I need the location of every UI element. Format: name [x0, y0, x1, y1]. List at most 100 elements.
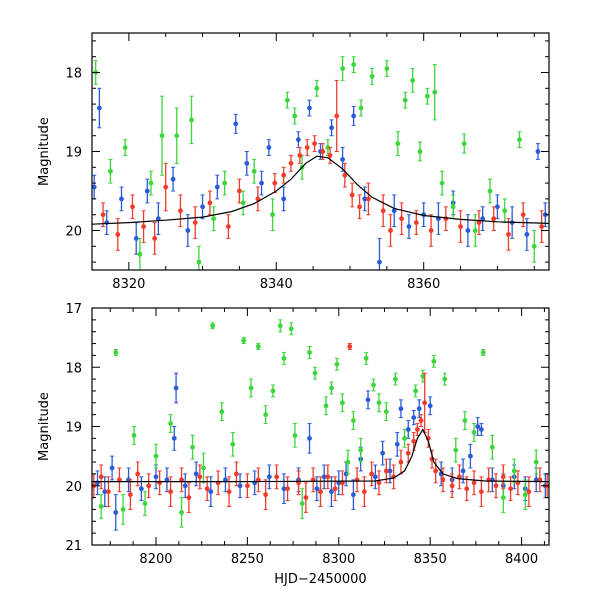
data-point — [340, 56, 346, 81]
data-point — [495, 194, 500, 220]
data-point — [453, 437, 459, 463]
data-point — [153, 443, 159, 469]
y-axis-title: Magnitude — [37, 392, 52, 461]
data-point — [405, 443, 411, 463]
data-point — [266, 464, 272, 490]
data-point — [108, 158, 113, 184]
data-point — [522, 479, 528, 510]
data-point — [159, 95, 165, 176]
data-point — [266, 139, 272, 156]
data-point — [433, 458, 439, 484]
x-tick-label: 8350 — [414, 552, 447, 567]
data-point — [297, 147, 303, 164]
data-point — [349, 182, 355, 208]
data-point — [508, 476, 514, 502]
data-point — [351, 479, 356, 510]
data-point — [478, 423, 484, 436]
data-point — [340, 147, 346, 172]
data-point — [440, 467, 446, 493]
data-point — [332, 476, 338, 502]
series-2 — [100, 79, 545, 255]
data-point — [524, 218, 530, 251]
data-point — [119, 186, 124, 212]
data-point — [334, 357, 340, 371]
data-point — [109, 455, 115, 481]
plot-area — [92, 56, 549, 270]
data-point — [142, 491, 148, 516]
data-point — [478, 476, 484, 507]
data-point — [155, 202, 161, 235]
data-point — [288, 322, 294, 336]
data-point — [462, 411, 468, 430]
x-axis-title: HJD−2450000 — [274, 572, 366, 587]
data-point — [292, 107, 298, 125]
data-point — [371, 378, 376, 392]
data-point — [442, 372, 448, 386]
data-point — [384, 60, 390, 77]
data-point — [428, 214, 434, 247]
data-point — [259, 170, 264, 196]
data-point — [537, 467, 543, 493]
data-point — [369, 461, 375, 487]
data-point — [517, 131, 522, 149]
data-point — [303, 482, 309, 513]
data-point — [357, 194, 362, 220]
data-point — [170, 166, 176, 192]
series-1 — [98, 319, 539, 528]
data-point — [376, 393, 382, 413]
data-point — [168, 414, 174, 433]
x-tick-label: 8360 — [407, 277, 440, 292]
data-point — [395, 131, 401, 156]
data-point — [511, 458, 517, 484]
y-tick-label: 17 — [65, 302, 82, 317]
data-point — [214, 174, 220, 200]
data-point — [365, 390, 371, 410]
data-point — [380, 194, 386, 228]
data-point — [240, 190, 246, 216]
data-point — [281, 351, 287, 365]
x-tick-label: 8340 — [260, 277, 293, 292]
data-point — [361, 476, 367, 507]
data-point — [274, 464, 280, 490]
data-point — [413, 384, 418, 398]
data-point — [163, 162, 169, 212]
data-point — [340, 393, 345, 413]
top-light-curve-panel: 8320 8340 8360 18 19 20 Magnitude — [37, 32, 550, 292]
data-point — [500, 464, 506, 490]
data-point — [312, 366, 318, 380]
data-point — [115, 218, 121, 251]
data-point — [263, 405, 269, 425]
data-point — [285, 476, 290, 502]
data-point — [237, 473, 243, 499]
data-point — [215, 470, 221, 496]
y-tick-label: 21 — [65, 539, 82, 554]
data-point — [304, 139, 310, 156]
data-point — [230, 431, 236, 457]
data-point — [185, 214, 191, 247]
data-point — [531, 230, 537, 263]
y-tick-label: 20 — [65, 480, 82, 495]
data-point — [117, 467, 122, 493]
data-point — [204, 476, 210, 502]
data-point — [263, 479, 269, 510]
data-point — [399, 202, 404, 235]
y-tick-label: 20 — [65, 225, 82, 240]
data-point — [351, 411, 356, 430]
data-point — [197, 464, 203, 490]
data-point — [225, 214, 231, 239]
data-point — [120, 494, 126, 525]
y-tick-label: 18 — [65, 67, 82, 82]
data-point — [244, 151, 250, 176]
data-point — [164, 467, 170, 493]
data-point — [464, 476, 470, 502]
data-point — [411, 431, 417, 451]
data-point — [144, 178, 150, 204]
data-point — [436, 202, 441, 235]
data-point — [535, 143, 541, 160]
data-point — [122, 139, 128, 156]
data-point — [201, 452, 206, 484]
data-point — [439, 170, 445, 196]
bottom-light-curve-panel: 8200 8250 8300 8350 8400 17 18 19 20 21 Magnitude H… — [37, 302, 550, 587]
data-point — [98, 494, 104, 519]
